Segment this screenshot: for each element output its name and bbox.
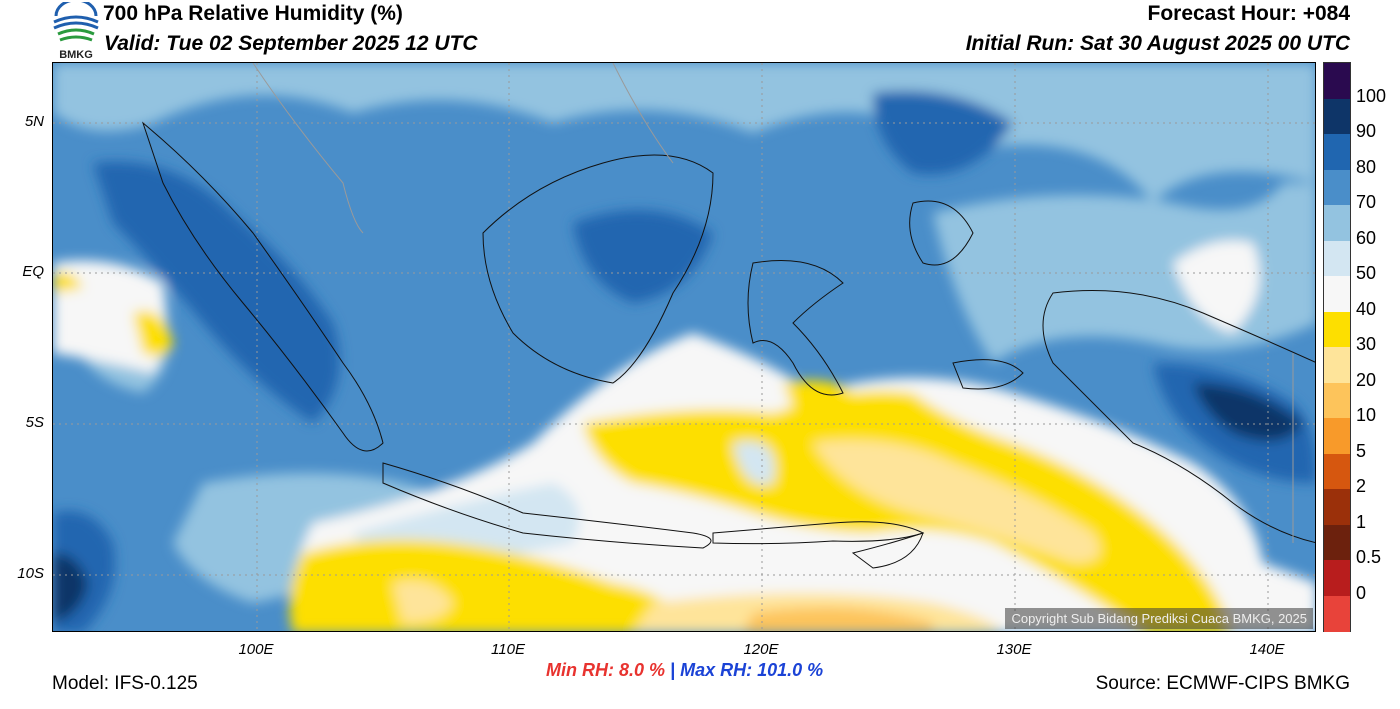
- colorbar-label: 60: [1356, 227, 1377, 248]
- colorbar-label: 0.5: [1356, 547, 1382, 567]
- colorbar-segment: [1324, 240, 1350, 277]
- stats-separator: |: [670, 660, 676, 680]
- rh-band-60: [53, 63, 1315, 203]
- colorbar-label: 80: [1356, 156, 1377, 177]
- colorbar-segment: [1324, 489, 1350, 525]
- source-info: Source: ECMWF-CIPS BMKG: [1095, 673, 1350, 694]
- lat-label-5s: 5S: [25, 414, 44, 431]
- min-rh-value: 8.0 %: [619, 660, 666, 680]
- model-info: Model: IFS-0.125: [52, 673, 198, 694]
- bmkg-logo: BMKG: [52, 0, 100, 61]
- colorbar-segment: [1324, 311, 1350, 348]
- max-rh-label: Max RH:: [680, 660, 753, 680]
- min-rh-label: Min RH:: [546, 660, 614, 680]
- initial-run: Initial Run: Sat 30 August 2025 00 UTC: [965, 32, 1350, 55]
- valid-time: Valid: Tue 02 September 2025 12 UTC: [104, 32, 478, 55]
- lon-label-140e: 140E: [1249, 641, 1285, 658]
- logo-text: BMKG: [59, 49, 93, 60]
- colorbar-segment: [1324, 347, 1350, 383]
- rh-field: [53, 63, 1315, 631]
- colorbar-label: 0: [1356, 582, 1367, 603]
- timor-coast: [851, 532, 924, 569]
- colorbar-label: 2: [1356, 476, 1367, 496]
- colorbar-segment: [1324, 169, 1350, 206]
- colorbar-segment: [1324, 205, 1350, 241]
- colorbar-segment: [1324, 560, 1350, 596]
- lon-label-110e: 110E: [491, 641, 525, 658]
- map-title: 700 hPa Relative Humidity (%): [103, 2, 403, 25]
- colorbar-segment: [1324, 453, 1350, 490]
- lat-label-eq: EQ: [22, 263, 44, 280]
- mindanao-coast: [909, 200, 974, 266]
- colorbar-segment: [1324, 524, 1350, 561]
- colorbar-segment: [1324, 276, 1350, 312]
- lon-label-130e: 130E: [996, 641, 1032, 658]
- borders: [252, 63, 1294, 543]
- java-coast: [382, 462, 712, 549]
- colorbar-label: 70: [1356, 192, 1377, 212]
- colorbar-label: 20: [1356, 369, 1377, 390]
- colorbar-label: 5: [1356, 440, 1367, 461]
- rh-stats: Min RH: 8.0 % | Max RH: 101.0 %: [546, 660, 823, 681]
- lat-label-10s: 10S: [17, 565, 44, 582]
- colorbar-label: 30: [1356, 334, 1377, 354]
- colorbar-segment: [1324, 382, 1350, 419]
- forecast-hour: Forecast Hour: +084: [1147, 2, 1351, 25]
- sulawesi-coast: [747, 260, 844, 396]
- maluku-coast: [952, 359, 1024, 390]
- copyright-notice: Copyright Sub Bidang Prediksi Cuaca BMKG…: [1005, 608, 1313, 629]
- colorbar-label: 1: [1356, 511, 1367, 532]
- colorbar-segment: [1324, 595, 1350, 632]
- humidity-map[interactable]: Copyright Sub Bidang Prediksi Cuaca BMKG…: [52, 62, 1316, 632]
- lon-label-120e: 120E: [743, 641, 779, 658]
- colorbar-segment: [1324, 418, 1350, 454]
- colorbar-label: 100: [1356, 85, 1387, 106]
- lat-label-5n: 5N: [24, 113, 44, 130]
- colorbar-label: 90: [1356, 121, 1377, 141]
- coastlines: [141, 121, 1315, 569]
- new-guinea-coast: [1042, 290, 1315, 544]
- colorbar-label: 10: [1356, 405, 1377, 425]
- colorbar-label: 50: [1356, 263, 1377, 283]
- colorbar-label: 40: [1356, 298, 1377, 319]
- borneo-coast: [482, 154, 714, 384]
- colorbar: [1323, 62, 1351, 632]
- sumatra-coast: [141, 121, 384, 452]
- colorbar-segment: [1324, 98, 1350, 135]
- max-rh-value: 101.0 %: [757, 660, 824, 680]
- lon-label-100e: 100E: [238, 641, 274, 658]
- colorbar-segment: [1324, 134, 1350, 170]
- colorbar-segment: [1324, 63, 1350, 99]
